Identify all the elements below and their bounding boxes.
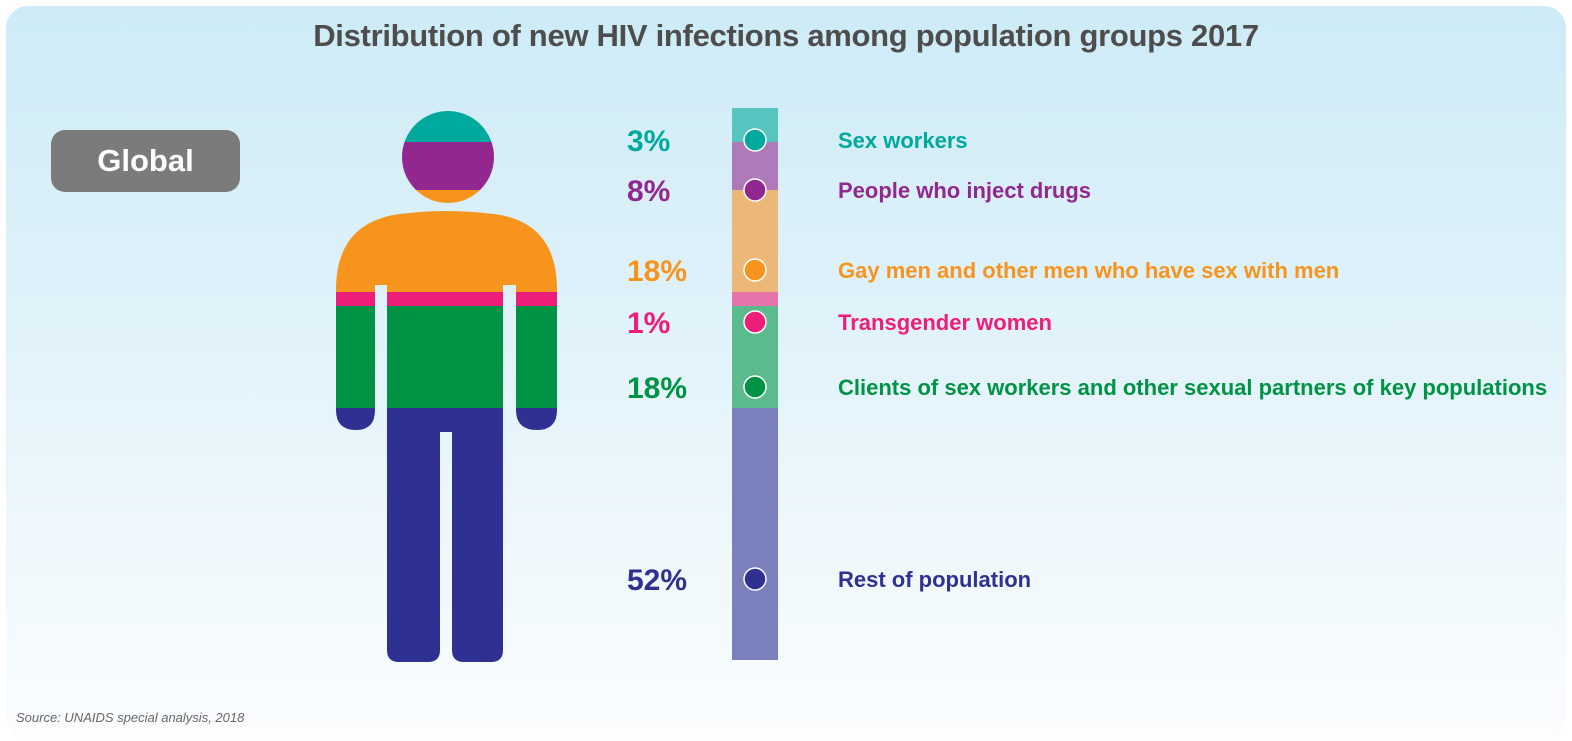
legend-dot-rest-of-population bbox=[743, 567, 767, 591]
figure-band-gay-men-and-other-men-who-have bbox=[336, 190, 557, 292]
category-label: People who inject drugs bbox=[838, 178, 1091, 203]
person-figure bbox=[336, 111, 557, 662]
category-label: Gay men and other men who have sex with … bbox=[838, 258, 1339, 283]
value-label: 52% bbox=[627, 564, 687, 597]
legend-dot-gay-men-and-other-men-who-have bbox=[743, 258, 767, 282]
figure-band-transgender-women bbox=[336, 292, 557, 306]
value-label: 18% bbox=[627, 255, 687, 288]
category-label: Rest of population bbox=[838, 567, 1031, 592]
value-label: 1% bbox=[627, 307, 670, 340]
value-label: 8% bbox=[627, 175, 670, 208]
value-label: 3% bbox=[627, 125, 670, 158]
legend-dot-clients-of-sex-workers-and-oth bbox=[743, 375, 767, 399]
category-label: Clients of sex workers and other sexual … bbox=[838, 375, 1547, 400]
figure-band-clients-of-sex-workers-and-oth bbox=[336, 306, 557, 408]
region-badge: Global bbox=[51, 130, 240, 192]
category-label: Transgender women bbox=[838, 310, 1052, 335]
figure-band-sex-workers bbox=[336, 111, 557, 142]
category-label: Sex workers bbox=[838, 128, 968, 153]
bar-segment-rest-of-population bbox=[732, 408, 778, 660]
legend-dot-transgender-women bbox=[743, 310, 767, 334]
value-label: 18% bbox=[627, 372, 687, 405]
legend-dot-people-who-inject-drugs bbox=[743, 178, 767, 202]
figure-band-rest-of-population bbox=[336, 408, 557, 662]
figure-band-people-who-inject-drugs bbox=[336, 142, 557, 190]
legend-dot-sex-workers bbox=[743, 128, 767, 152]
chart-title: Distribution of new HIV infections among… bbox=[313, 18, 1259, 53]
chart-background bbox=[6, 6, 1566, 741]
bar-segment-transgender-women bbox=[732, 292, 778, 306]
source-note: Source: UNAIDS special analysis, 2018 bbox=[16, 710, 245, 725]
